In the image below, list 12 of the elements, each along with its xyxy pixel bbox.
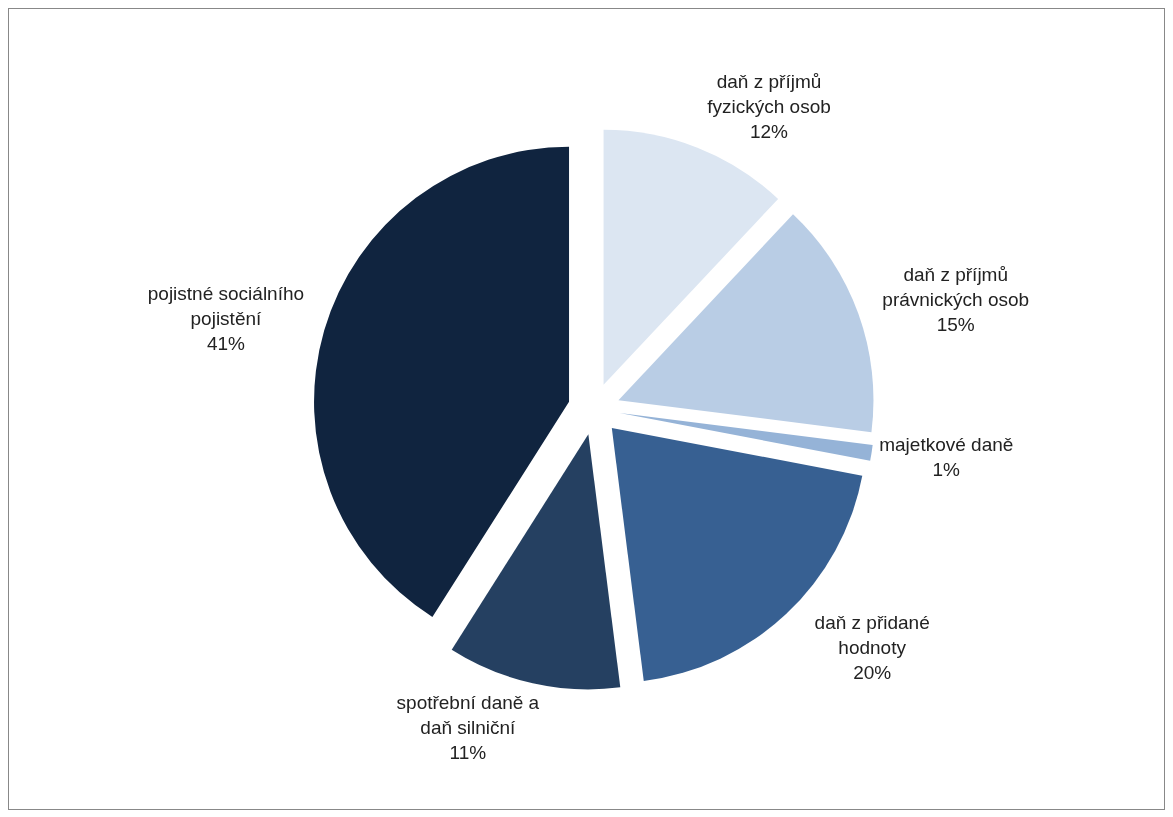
slice-label: daň z příjmů fyzických osob	[707, 70, 831, 117]
slice-label: daň z přidané hodnoty	[814, 611, 930, 658]
data-label: 1%	[932, 458, 961, 480]
data-label: 20%	[853, 661, 892, 683]
data-label: 11%	[449, 741, 487, 763]
data-label: 41%	[206, 332, 246, 354]
slice-label: daň z příjmů právnických osob	[882, 263, 1030, 310]
data-label: 12%	[749, 120, 789, 142]
data-label: 15%	[936, 313, 975, 335]
slice-label: majetkové daně	[879, 433, 1014, 455]
slice-label: pojistné sociálního pojistění	[147, 282, 305, 329]
slice-label: spotřební daně a daň silniční	[396, 691, 540, 738]
